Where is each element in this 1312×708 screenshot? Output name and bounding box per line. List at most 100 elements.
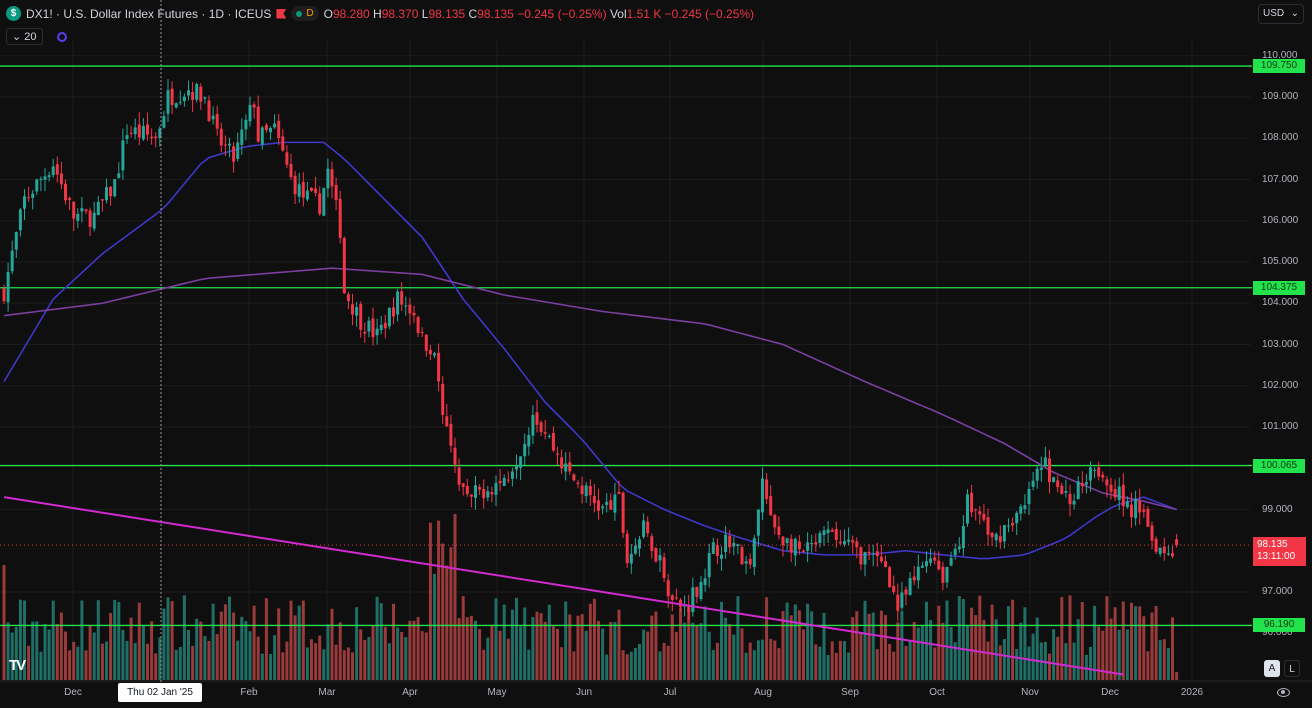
candle-body [256, 106, 260, 142]
volume-bar [1035, 617, 1039, 680]
volume-bar [39, 651, 43, 680]
candle-body [240, 129, 244, 145]
candle-body [269, 127, 272, 133]
volume-bar [133, 643, 137, 680]
price-axis-label: 103.000 [1262, 338, 1299, 350]
candle-body [453, 447, 457, 465]
tradingview-logo[interactable]: TV [9, 657, 26, 674]
candle-body [281, 136, 285, 151]
candle-body [408, 304, 412, 314]
candle-body [695, 586, 699, 597]
candle-body [433, 353, 436, 356]
candle-body [55, 164, 59, 175]
candle-body [531, 414, 535, 436]
candle-body [986, 517, 990, 535]
candle-body [51, 166, 55, 176]
candle-body [674, 597, 678, 599]
candle-body [129, 132, 133, 134]
candle-body [933, 557, 937, 561]
volume-bar [609, 621, 613, 680]
candle-body [654, 548, 658, 562]
candle-body [937, 560, 941, 570]
price-axis-label: 108.000 [1262, 132, 1299, 144]
candle-body [588, 486, 592, 496]
indicator-icon[interactable] [56, 31, 67, 42]
candle-body [547, 436, 551, 438]
ohlc-value: 98.280 [332, 6, 374, 21]
candle-body [223, 144, 227, 146]
volume-bar [670, 614, 674, 680]
volume-bar [1089, 646, 1092, 680]
candle-body [863, 551, 867, 565]
candle-body [765, 479, 769, 499]
candle-body [72, 201, 76, 219]
candle-body [47, 175, 51, 177]
volume-bar [822, 612, 826, 680]
candle-body [1027, 489, 1031, 505]
volume-bar [305, 647, 309, 680]
eye-icon[interactable] [1277, 688, 1290, 697]
volume-bar [539, 613, 543, 680]
volume-bar [211, 603, 215, 680]
volume-bar [1052, 629, 1056, 680]
currency-select[interactable]: USD ⌄ [1258, 4, 1304, 24]
candle-body [113, 179, 117, 197]
moving-averages [3, 141, 1177, 560]
volume-bar [125, 640, 129, 680]
candle-body [715, 545, 719, 556]
volume-bar [240, 616, 244, 680]
candle-body [59, 173, 63, 185]
log-scale-button[interactable]: L [1284, 660, 1300, 677]
flag-icon[interactable] [276, 8, 287, 19]
time-axis-label: Oct [929, 687, 945, 698]
volume-bar [289, 600, 293, 680]
volume-bar [248, 631, 252, 680]
candle-body [789, 538, 793, 553]
volume-bar [260, 653, 264, 680]
volume-bar [884, 615, 887, 680]
volume-bar [18, 599, 22, 680]
candle-body [375, 328, 379, 336]
volume-bar [572, 651, 576, 680]
candle-body [642, 520, 646, 537]
volume-bar [10, 632, 14, 680]
candle-body [297, 184, 301, 197]
candle-body [892, 585, 896, 593]
candle-body [617, 491, 621, 494]
volume-bar [1150, 612, 1154, 680]
candle-body [945, 566, 949, 583]
volume-bar [1048, 653, 1051, 680]
volume-bar [474, 620, 477, 680]
volume-bar [23, 600, 26, 680]
symbol-title[interactable]: DX1! · U.S. Dollar Index Futures · 1D · … [26, 6, 272, 21]
candle-body [621, 492, 625, 533]
candle-body [683, 605, 687, 607]
candle-body [523, 443, 527, 457]
candle-body [748, 558, 752, 565]
candle-body [2, 288, 6, 302]
candle-body [781, 536, 785, 546]
candle-body [35, 179, 39, 192]
volume-bar [1130, 602, 1133, 680]
volume-bar [396, 627, 400, 680]
volume-bar [1072, 642, 1076, 680]
auto-scale-button[interactable]: A [1264, 660, 1280, 677]
indicator-toggle[interactable]: ⌄ 20 [6, 28, 43, 45]
candle-body [498, 480, 502, 484]
market-status[interactable]: D [291, 6, 319, 21]
volume-bar [150, 621, 154, 680]
volume-bar [761, 639, 764, 680]
volume-bar [437, 520, 441, 680]
volume-bar [547, 604, 551, 680]
volume-bar [1117, 629, 1121, 680]
candle-body [908, 578, 912, 596]
candle-body [383, 322, 387, 329]
volume-bar [510, 609, 514, 680]
candle-body [879, 556, 883, 562]
currency-value: USD [1263, 8, 1285, 19]
candle-body [195, 84, 199, 100]
candle-body [527, 435, 531, 447]
candle-body [802, 550, 805, 552]
volume-bar [978, 595, 982, 680]
